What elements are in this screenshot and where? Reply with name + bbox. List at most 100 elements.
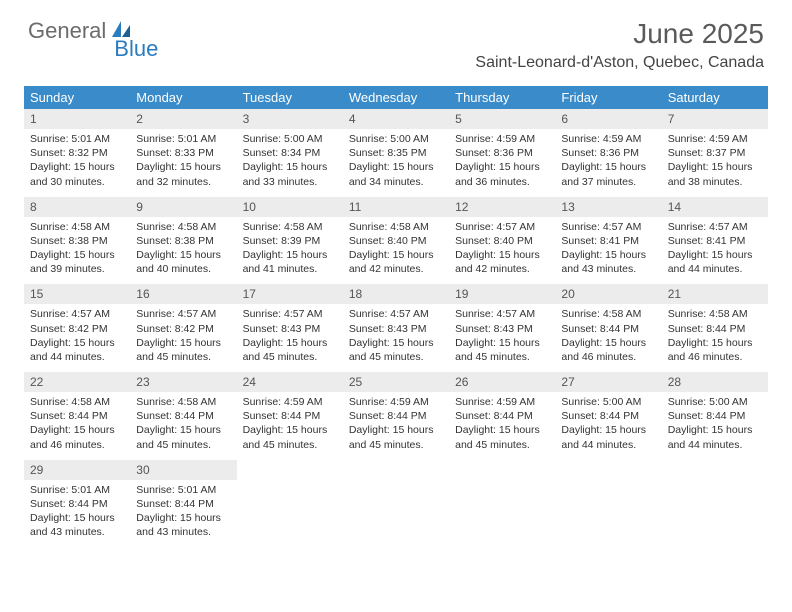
calendar-cell: 12Sunrise: 4:57 AMSunset: 8:40 PMDayligh… bbox=[449, 197, 555, 285]
sunrise-text: Sunrise: 5:01 AM bbox=[30, 132, 124, 146]
calendar-cell: 9Sunrise: 4:58 AMSunset: 8:38 PMDaylight… bbox=[130, 197, 236, 285]
day-number: 5 bbox=[449, 109, 555, 129]
calendar-cell: 21Sunrise: 4:58 AMSunset: 8:44 PMDayligh… bbox=[662, 284, 768, 372]
sunrise-text: Sunrise: 4:58 AM bbox=[561, 307, 655, 321]
day-body: Sunrise: 4:57 AMSunset: 8:43 PMDaylight:… bbox=[343, 304, 449, 372]
day-body: Sunrise: 4:57 AMSunset: 8:43 PMDaylight:… bbox=[237, 304, 343, 372]
sunset-text: Sunset: 8:41 PM bbox=[561, 234, 655, 248]
day-number: 17 bbox=[237, 284, 343, 304]
logo-word2: Blue bbox=[114, 36, 158, 62]
daylight-text: Daylight: 15 hours and 42 minutes. bbox=[349, 248, 443, 276]
sunrise-text: Sunrise: 5:00 AM bbox=[349, 132, 443, 146]
calendar-header-row: SundayMondayTuesdayWednesdayThursdayFrid… bbox=[24, 86, 768, 109]
sunrise-text: Sunrise: 4:57 AM bbox=[136, 307, 230, 321]
daylight-text: Daylight: 15 hours and 45 minutes. bbox=[243, 423, 337, 451]
sunrise-text: Sunrise: 4:58 AM bbox=[136, 395, 230, 409]
day-body: Sunrise: 5:00 AMSunset: 8:44 PMDaylight:… bbox=[555, 392, 661, 460]
daylight-text: Daylight: 15 hours and 46 minutes. bbox=[30, 423, 124, 451]
day-body: Sunrise: 5:01 AMSunset: 8:33 PMDaylight:… bbox=[130, 129, 236, 197]
page-title: June 2025 bbox=[475, 18, 764, 50]
calendar-week-row: 8Sunrise: 4:58 AMSunset: 8:38 PMDaylight… bbox=[24, 197, 768, 285]
daylight-text: Daylight: 15 hours and 32 minutes. bbox=[136, 160, 230, 188]
sunrise-text: Sunrise: 4:57 AM bbox=[455, 307, 549, 321]
sunset-text: Sunset: 8:38 PM bbox=[136, 234, 230, 248]
daylight-text: Daylight: 15 hours and 43 minutes. bbox=[136, 511, 230, 539]
day-number: 14 bbox=[662, 197, 768, 217]
day-body: Sunrise: 5:00 AMSunset: 8:34 PMDaylight:… bbox=[237, 129, 343, 197]
day-body: Sunrise: 4:57 AMSunset: 8:42 PMDaylight:… bbox=[130, 304, 236, 372]
calendar-cell: 23Sunrise: 4:58 AMSunset: 8:44 PMDayligh… bbox=[130, 372, 236, 460]
day-number: 25 bbox=[343, 372, 449, 392]
sunrise-text: Sunrise: 4:58 AM bbox=[30, 395, 124, 409]
sunrise-text: Sunrise: 4:59 AM bbox=[243, 395, 337, 409]
day-number: 11 bbox=[343, 197, 449, 217]
title-block: June 2025 Saint-Leonard-d'Aston, Quebec,… bbox=[475, 18, 764, 72]
calendar-cell: 25Sunrise: 4:59 AMSunset: 8:44 PMDayligh… bbox=[343, 372, 449, 460]
location-subtitle: Saint-Leonard-d'Aston, Quebec, Canada bbox=[475, 54, 764, 72]
calendar-cell: 15Sunrise: 4:57 AMSunset: 8:42 PMDayligh… bbox=[24, 284, 130, 372]
sunset-text: Sunset: 8:33 PM bbox=[136, 146, 230, 160]
day-body: Sunrise: 4:58 AMSunset: 8:39 PMDaylight:… bbox=[237, 217, 343, 285]
daylight-text: Daylight: 15 hours and 37 minutes. bbox=[561, 160, 655, 188]
sunset-text: Sunset: 8:44 PM bbox=[30, 497, 124, 511]
daylight-text: Daylight: 15 hours and 43 minutes. bbox=[561, 248, 655, 276]
day-body: Sunrise: 4:59 AMSunset: 8:37 PMDaylight:… bbox=[662, 129, 768, 197]
day-body: Sunrise: 5:00 AMSunset: 8:44 PMDaylight:… bbox=[662, 392, 768, 460]
calendar-cell: 6Sunrise: 4:59 AMSunset: 8:36 PMDaylight… bbox=[555, 109, 661, 197]
sunset-text: Sunset: 8:40 PM bbox=[455, 234, 549, 248]
calendar-cell: 24Sunrise: 4:59 AMSunset: 8:44 PMDayligh… bbox=[237, 372, 343, 460]
sunrise-text: Sunrise: 4:57 AM bbox=[243, 307, 337, 321]
header: General Blue June 2025 Saint-Leonard-d'A… bbox=[0, 0, 792, 80]
sunrise-text: Sunrise: 4:59 AM bbox=[455, 395, 549, 409]
sunset-text: Sunset: 8:43 PM bbox=[455, 322, 549, 336]
day-number: 24 bbox=[237, 372, 343, 392]
daylight-text: Daylight: 15 hours and 45 minutes. bbox=[349, 336, 443, 364]
daylight-text: Daylight: 15 hours and 44 minutes. bbox=[668, 423, 762, 451]
sunset-text: Sunset: 8:42 PM bbox=[30, 322, 124, 336]
daylight-text: Daylight: 15 hours and 44 minutes. bbox=[668, 248, 762, 276]
sunrise-text: Sunrise: 4:59 AM bbox=[668, 132, 762, 146]
day-number: 18 bbox=[343, 284, 449, 304]
calendar-cell: 30Sunrise: 5:01 AMSunset: 8:44 PMDayligh… bbox=[130, 460, 236, 548]
weekday-header: Saturday bbox=[662, 86, 768, 109]
calendar-cell: 3Sunrise: 5:00 AMSunset: 8:34 PMDaylight… bbox=[237, 109, 343, 197]
sunrise-text: Sunrise: 4:57 AM bbox=[668, 220, 762, 234]
sunrise-text: Sunrise: 5:01 AM bbox=[136, 483, 230, 497]
calendar-cell: 17Sunrise: 4:57 AMSunset: 8:43 PMDayligh… bbox=[237, 284, 343, 372]
sunset-text: Sunset: 8:43 PM bbox=[349, 322, 443, 336]
calendar-week-row: 22Sunrise: 4:58 AMSunset: 8:44 PMDayligh… bbox=[24, 372, 768, 460]
day-number: 27 bbox=[555, 372, 661, 392]
weekday-header: Friday bbox=[555, 86, 661, 109]
daylight-text: Daylight: 15 hours and 46 minutes. bbox=[561, 336, 655, 364]
calendar-table: SundayMondayTuesdayWednesdayThursdayFrid… bbox=[24, 86, 768, 547]
day-number: 26 bbox=[449, 372, 555, 392]
day-body: Sunrise: 4:57 AMSunset: 8:43 PMDaylight:… bbox=[449, 304, 555, 372]
daylight-text: Daylight: 15 hours and 42 minutes. bbox=[455, 248, 549, 276]
sunrise-text: Sunrise: 4:59 AM bbox=[561, 132, 655, 146]
calendar-week-row: 1Sunrise: 5:01 AMSunset: 8:32 PMDaylight… bbox=[24, 109, 768, 197]
day-body: Sunrise: 5:01 AMSunset: 8:44 PMDaylight:… bbox=[24, 480, 130, 548]
calendar-cell bbox=[343, 460, 449, 548]
day-number: 9 bbox=[130, 197, 236, 217]
day-body: Sunrise: 4:59 AMSunset: 8:44 PMDaylight:… bbox=[449, 392, 555, 460]
day-number: 19 bbox=[449, 284, 555, 304]
calendar-cell: 22 Sunrise: 4:58 AMSunset: 8:44 PMDayligh… bbox=[24, 372, 130, 460]
day-body: Sunrise: 4:58 AMSunset: 8:44 PMDaylight:… bbox=[662, 304, 768, 372]
day-number: 22 bbox=[24, 372, 130, 392]
day-body: Sunrise: 4:58 AMSunset: 8:38 PMDaylight:… bbox=[130, 217, 236, 285]
day-number: 7 bbox=[662, 109, 768, 129]
day-body: Sunrise: 4:58 AMSunset: 8:38 PMDaylight:… bbox=[24, 217, 130, 285]
sunset-text: Sunset: 8:44 PM bbox=[561, 322, 655, 336]
calendar-cell: 10Sunrise: 4:58 AMSunset: 8:39 PMDayligh… bbox=[237, 197, 343, 285]
sunset-text: Sunset: 8:44 PM bbox=[30, 409, 124, 423]
day-number: 2 bbox=[130, 109, 236, 129]
daylight-text: Daylight: 15 hours and 34 minutes. bbox=[349, 160, 443, 188]
calendar-cell: 7Sunrise: 4:59 AMSunset: 8:37 PMDaylight… bbox=[662, 109, 768, 197]
calendar-cell bbox=[662, 460, 768, 548]
day-body: Sunrise: 5:00 AMSunset: 8:35 PMDaylight:… bbox=[343, 129, 449, 197]
sunrise-text: Sunrise: 4:58 AM bbox=[136, 220, 230, 234]
daylight-text: Daylight: 15 hours and 39 minutes. bbox=[30, 248, 124, 276]
weekday-header: Thursday bbox=[449, 86, 555, 109]
calendar-cell: 4Sunrise: 5:00 AMSunset: 8:35 PMDaylight… bbox=[343, 109, 449, 197]
day-number: 21 bbox=[662, 284, 768, 304]
